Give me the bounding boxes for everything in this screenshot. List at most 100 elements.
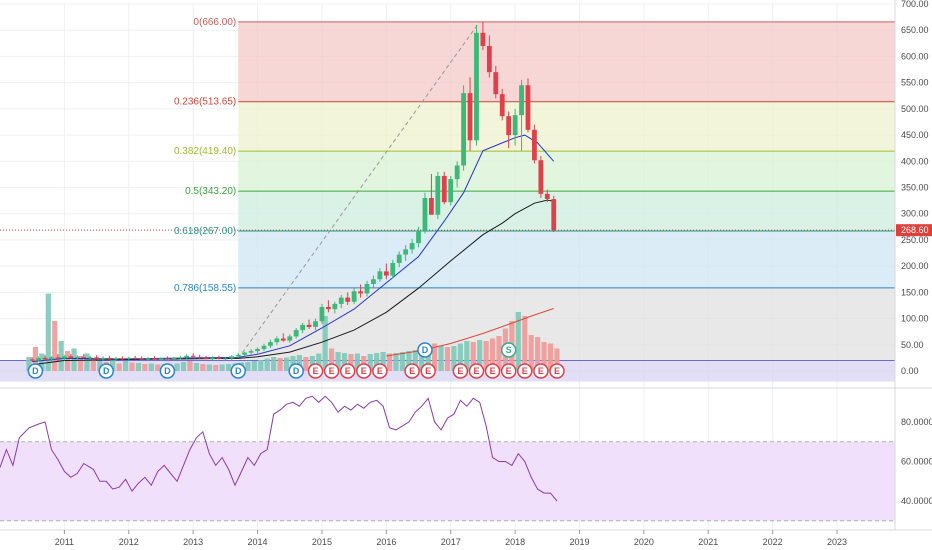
candle-body	[94, 357, 99, 359]
fib-zone	[238, 101, 895, 152]
candle-body	[145, 358, 151, 360]
volume-bar	[457, 343, 463, 371]
time-tick-label: 2014	[248, 537, 268, 547]
volume-bar	[90, 358, 96, 371]
candle-body	[499, 94, 505, 117]
rsi-tick-label: 60.0000	[901, 457, 932, 467]
candle-body	[216, 357, 222, 359]
volume-bar	[335, 352, 341, 371]
volume-bar	[206, 364, 212, 371]
candle-body	[29, 359, 35, 361]
volume-bar	[393, 353, 399, 371]
volume-bar	[444, 347, 451, 371]
time-tick-label: 2019	[569, 537, 589, 547]
candle-body	[235, 354, 241, 357]
candle-body	[268, 342, 273, 346]
volume-bar	[97, 361, 103, 371]
event-marker-dividend	[288, 363, 304, 379]
event-marker-earnings	[452, 363, 469, 379]
price-tick-label: 0.00	[901, 366, 919, 376]
slow-ma-line	[32, 199, 554, 366]
rsi-line	[0, 395, 558, 502]
time-tick-label: 2011	[55, 537, 74, 547]
volume-bar	[496, 336, 502, 371]
volume-bar	[251, 361, 257, 371]
event-marker-label: E	[361, 366, 367, 376]
event-marker-label: E	[409, 366, 415, 376]
event-marker-label: E	[345, 366, 351, 376]
volume-bar	[367, 354, 373, 371]
fib-zone	[238, 287, 895, 361]
volume-bar	[528, 335, 534, 371]
candle-body	[61, 356, 67, 359]
event-marker-earnings	[517, 363, 533, 379]
candle-body	[538, 160, 544, 194]
price-tick-label: 650.00	[901, 25, 929, 35]
price-tick-label: 150.00	[901, 287, 929, 297]
event-marker-dividend	[27, 363, 44, 379]
candle-body	[210, 357, 215, 359]
candle-body	[55, 357, 61, 359]
candle-body	[416, 230, 421, 244]
candle-body	[364, 283, 370, 294]
event-marker-label: E	[522, 366, 528, 376]
price-tick-label: 200.00	[901, 261, 929, 271]
candle-body	[435, 175, 441, 215]
volume-bar	[155, 364, 161, 371]
candle-body	[313, 321, 318, 327]
price-tick-label: 550.00	[901, 78, 929, 88]
volume-bar	[419, 348, 425, 371]
time-tick-label: 2021	[698, 537, 718, 547]
price-tick-label: 500.00	[901, 104, 929, 114]
event-marker-dividend	[98, 363, 114, 379]
candle-body	[396, 254, 402, 263]
event-marker-split	[500, 342, 517, 358]
candle-body	[74, 356, 80, 358]
candle-body	[532, 129, 537, 161]
candle-body	[255, 348, 260, 352]
volume-bar	[316, 353, 322, 371]
candle-body	[68, 356, 74, 358]
price-tick-label: 250.00	[901, 235, 929, 245]
candle-body	[429, 197, 434, 215]
volume-bar	[277, 358, 283, 371]
candle-body	[81, 356, 87, 358]
volume-bar	[464, 341, 470, 371]
fibonacci-retracement[interactable]: 0(666.00) 0.236(513.65) 0.382(419.40) 0.5(3…	[0, 17, 895, 382]
candle-body	[36, 357, 42, 361]
candle-body	[493, 72, 499, 95]
volume-bar	[122, 361, 129, 371]
price-tick-label: 450.00	[901, 130, 929, 140]
candle-body	[474, 32, 479, 141]
price-tick-label: 400.00	[901, 156, 929, 166]
candle-body	[229, 356, 235, 359]
event-marker-label: E	[312, 366, 318, 376]
fib-zone	[238, 191, 895, 232]
time-tick-label: 2013	[183, 537, 203, 547]
rsi-tick-label: 80.0000	[901, 417, 932, 427]
price-tick-label: 350.00	[901, 183, 929, 193]
event-marker-label: E	[473, 366, 479, 376]
volume-bar	[354, 353, 360, 371]
fib-level-label: 0.382(419.40)	[174, 146, 236, 157]
event-marker-label: E	[538, 366, 544, 376]
volume-bar	[386, 353, 393, 371]
price-tick-label: 50.00	[901, 340, 924, 350]
volume-bar	[219, 364, 225, 371]
candle-body	[338, 297, 344, 304]
fib-zone	[238, 21, 895, 102]
volume-bar	[541, 342, 547, 371]
fib-level-label: 0(666.00)	[193, 17, 236, 28]
event-marker-earnings	[356, 363, 372, 379]
volume-bar	[180, 362, 187, 371]
volume-bar	[116, 363, 122, 371]
candles-layer	[29, 21, 557, 362]
last-price-label: 268.60	[901, 225, 929, 235]
time-tick-label: 2017	[441, 537, 461, 547]
candle-body	[461, 93, 466, 166]
event-marker-earnings	[372, 363, 388, 379]
volume-bar	[129, 362, 135, 371]
event-marker-earnings	[339, 363, 356, 379]
